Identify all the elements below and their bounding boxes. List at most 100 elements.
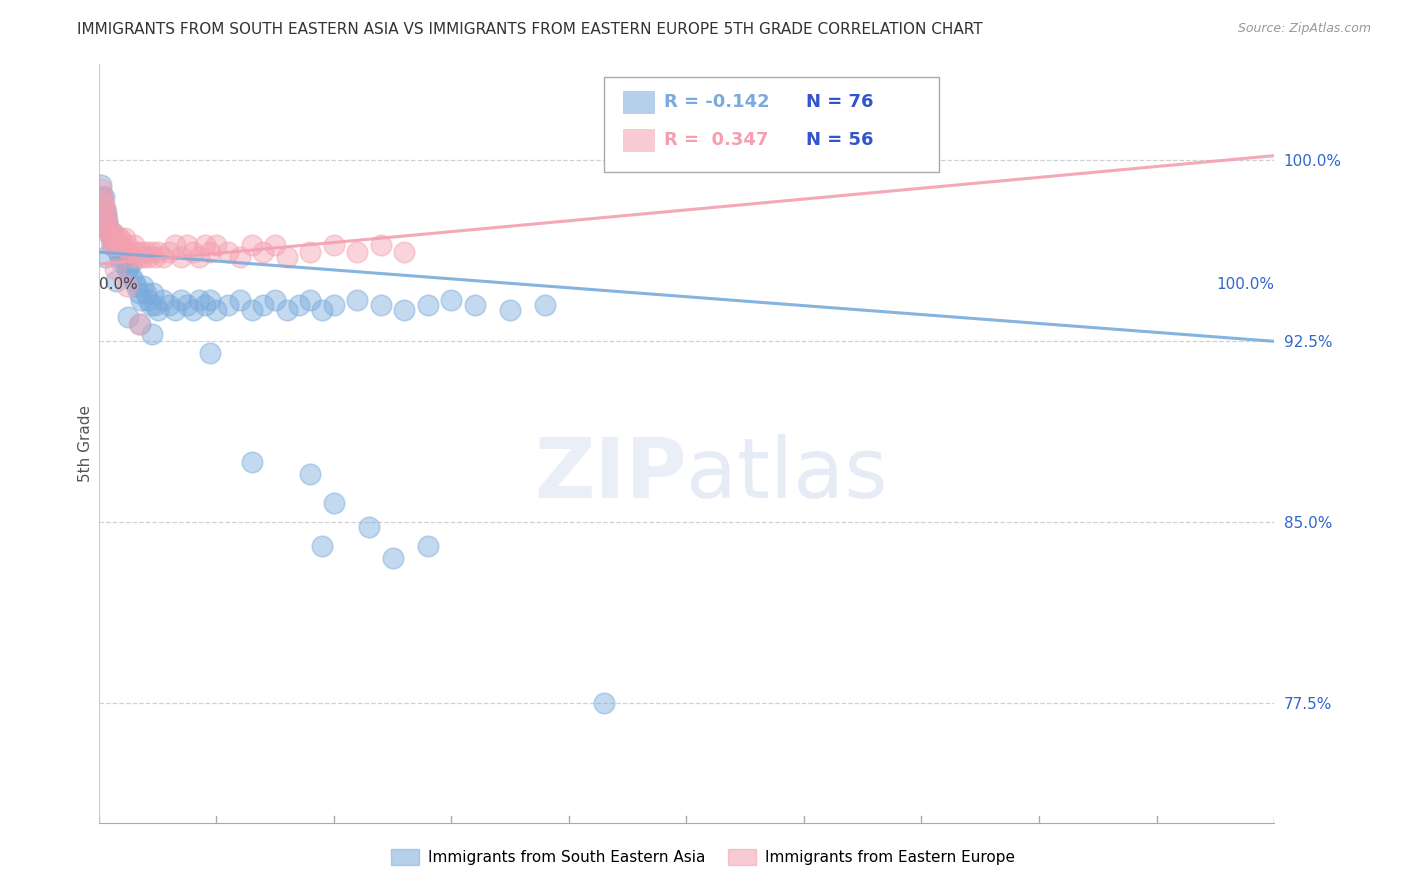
Point (165, 302, 187, 317)
Point (200, 245, 222, 260)
Point (136, 293, 159, 308)
Y-axis label: 5th Grade: 5th Grade (79, 405, 93, 483)
Point (141, 245, 163, 260)
Point (90, 178, 112, 192)
Point (276, 302, 298, 317)
Point (157, 298, 180, 312)
Text: atlas: atlas (686, 434, 889, 515)
Point (105, 274, 128, 288)
Point (416, 298, 439, 312)
Point (103, 230, 125, 244)
Point (93, 202, 115, 216)
Point (98, 226, 121, 240)
Point (146, 302, 169, 317)
Point (187, 250, 209, 264)
Point (93, 197, 115, 211)
Point (299, 467, 322, 481)
Point (91, 189, 114, 203)
Point (240, 238, 263, 252)
Point (143, 250, 166, 264)
Text: N = 56: N = 56 (806, 131, 873, 149)
Point (129, 293, 152, 308)
Point (200, 293, 222, 308)
Point (132, 250, 155, 264)
Point (141, 327, 163, 342)
Point (157, 245, 180, 260)
Point (194, 238, 217, 252)
Text: 100.0%: 100.0% (1216, 277, 1274, 292)
Text: 0.0%: 0.0% (98, 277, 138, 292)
Point (240, 455, 263, 469)
Point (111, 245, 134, 260)
Point (534, 298, 557, 312)
Point (359, 520, 381, 534)
Point (100, 238, 122, 252)
Point (117, 310, 139, 325)
Text: R = -0.142: R = -0.142 (664, 93, 769, 111)
Point (205, 302, 228, 317)
Point (276, 250, 298, 264)
Point (370, 238, 392, 252)
Point (128, 250, 150, 264)
Point (152, 250, 174, 264)
Point (146, 245, 169, 260)
Point (394, 302, 416, 317)
Point (264, 238, 287, 252)
Point (381, 551, 404, 566)
Point (115, 262, 138, 277)
Point (100, 230, 122, 244)
Point (93, 202, 115, 216)
Point (114, 254, 136, 268)
Point (229, 293, 252, 308)
Point (176, 238, 198, 252)
Legend: Immigrants from South Eastern Asia, Immigrants from Eastern Europe: Immigrants from South Eastern Asia, Immi… (385, 843, 1021, 871)
Point (181, 245, 204, 260)
Point (94, 206, 117, 220)
Point (107, 238, 129, 252)
Point (128, 318, 150, 332)
Point (107, 245, 129, 260)
Point (440, 293, 463, 308)
Point (104, 262, 127, 277)
Point (142, 286, 165, 301)
Point (217, 298, 239, 312)
Point (94, 206, 117, 220)
Point (152, 293, 174, 308)
FancyBboxPatch shape (623, 129, 654, 151)
Point (200, 346, 222, 360)
Point (117, 262, 139, 277)
Point (170, 250, 193, 264)
Point (111, 238, 134, 252)
Point (143, 298, 166, 312)
Text: R =  0.347: R = 0.347 (664, 131, 769, 149)
Point (91, 189, 114, 203)
Point (593, 696, 616, 710)
Point (114, 230, 136, 244)
Point (93, 213, 115, 227)
Point (96, 213, 118, 227)
Point (98, 226, 121, 240)
Point (121, 250, 143, 264)
Point (176, 298, 198, 312)
Point (252, 245, 274, 260)
Point (136, 250, 159, 264)
Text: N = 76: N = 76 (806, 93, 873, 111)
Point (101, 226, 124, 240)
Point (299, 293, 322, 308)
Point (97, 221, 120, 235)
Point (135, 245, 157, 260)
Point (299, 245, 322, 260)
Point (416, 539, 439, 553)
Point (100, 238, 122, 252)
Point (101, 226, 124, 240)
Point (121, 254, 143, 268)
Point (129, 245, 152, 260)
Point (394, 245, 416, 260)
Point (108, 250, 131, 264)
Point (125, 245, 148, 260)
Point (107, 238, 129, 252)
Point (132, 278, 155, 293)
Point (287, 298, 309, 312)
Point (105, 238, 128, 252)
Point (187, 293, 209, 308)
